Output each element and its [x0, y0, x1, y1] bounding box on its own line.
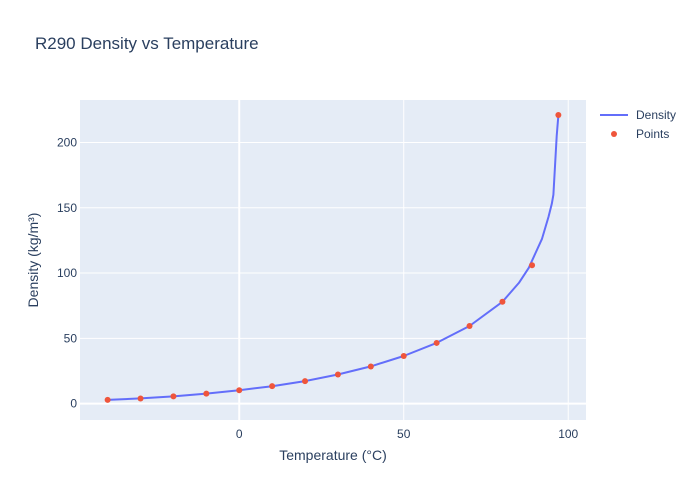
grid-lines — [80, 100, 586, 420]
data-point — [302, 378, 309, 385]
data-point — [529, 262, 536, 269]
x-tick-label: 100 — [558, 427, 578, 441]
data-point — [499, 298, 506, 305]
data-point — [203, 390, 210, 397]
y-tick-label: 50 — [64, 331, 78, 345]
x-axis-title: Temperature (°C) — [279, 447, 387, 463]
data-point — [137, 395, 144, 402]
legend-points-label: Points — [636, 127, 669, 141]
y-tick-label: 150 — [57, 201, 77, 215]
data-point — [269, 383, 276, 390]
chart-title: R290 Density vs Temperature — [35, 34, 259, 53]
data-point — [334, 371, 341, 378]
data-point — [433, 339, 440, 346]
data-point — [367, 363, 374, 370]
data-point — [555, 112, 562, 119]
density-line — [107, 114, 560, 401]
y-tick-label: 100 — [57, 266, 77, 280]
series-layer — [104, 112, 562, 403]
x-tick-label: 0 — [236, 427, 243, 441]
y-tick-label: 0 — [70, 397, 77, 411]
legend: Density Points — [600, 108, 676, 141]
legend-points-swatch — [611, 131, 617, 137]
data-point — [236, 387, 243, 394]
data-point — [466, 322, 473, 329]
y-tick-label: 200 — [57, 135, 77, 149]
plot-area — [80, 100, 586, 420]
legend-density-label: Density — [636, 108, 676, 122]
x-tick-label: 50 — [397, 427, 411, 441]
data-point — [400, 353, 407, 359]
tick-labels: 0 50 100 0 50 100 150 200 — [57, 135, 579, 441]
data-point — [170, 393, 177, 400]
y-axis-title: Density (kg/m³) — [25, 213, 41, 308]
data-point — [104, 396, 111, 403]
